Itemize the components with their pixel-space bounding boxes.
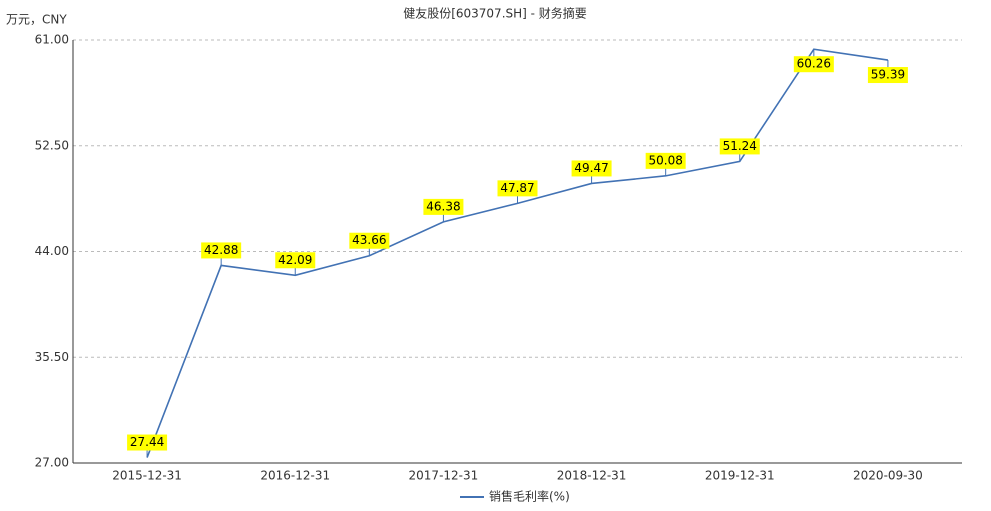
line bbox=[146, 48, 889, 458]
value-label: 27.44 bbox=[130, 435, 164, 449]
value-label: 42.88 bbox=[204, 243, 238, 257]
value-label: 43.66 bbox=[352, 233, 386, 247]
y-axis-label: 万元，CNY bbox=[6, 13, 67, 27]
value-label: 46.38 bbox=[426, 199, 460, 213]
value-label-bg bbox=[497, 180, 538, 197]
x-tick-label: 2016-12-31 bbox=[260, 469, 330, 483]
value-label: 51.24 bbox=[723, 139, 757, 153]
value-label-bg bbox=[423, 198, 464, 215]
value-label: 49.47 bbox=[574, 161, 608, 175]
legend-label: 销售毛利率(%) bbox=[489, 489, 570, 504]
value-label: 47.87 bbox=[500, 181, 534, 195]
value-label-bg bbox=[793, 56, 834, 73]
value-label-bg bbox=[571, 160, 612, 177]
value-label-bg bbox=[719, 138, 760, 155]
value-label-bg bbox=[201, 242, 242, 259]
value-label-bg bbox=[127, 434, 168, 451]
chart-title: 健友股份[603707.SH] - 财务摘要 bbox=[403, 6, 587, 21]
value-label: 59.39 bbox=[871, 68, 905, 82]
y-tick-label: 44.00 bbox=[35, 244, 69, 258]
x-tick-label: 2017-12-31 bbox=[409, 469, 479, 483]
value-label: 42.09 bbox=[278, 253, 312, 267]
y-tick-label: 27.00 bbox=[35, 456, 69, 470]
value-label-bg bbox=[349, 232, 390, 249]
value-label-bg bbox=[867, 67, 908, 84]
x-tick-label: 2020-09-30 bbox=[853, 469, 923, 483]
y-tick-label: 35.50 bbox=[35, 350, 69, 364]
x-tick-label: 2015-12-31 bbox=[112, 469, 182, 483]
value-label: 60.26 bbox=[797, 57, 831, 71]
y-tick-label: 61.00 bbox=[35, 33, 69, 47]
x-tick-label: 2018-12-31 bbox=[557, 469, 627, 483]
y-tick-label: 52.50 bbox=[35, 138, 69, 152]
value-label: 50.08 bbox=[648, 153, 682, 167]
value-label-bg bbox=[645, 152, 686, 169]
value-label-bg bbox=[275, 252, 316, 269]
x-tick-label: 2019-12-31 bbox=[705, 469, 775, 483]
